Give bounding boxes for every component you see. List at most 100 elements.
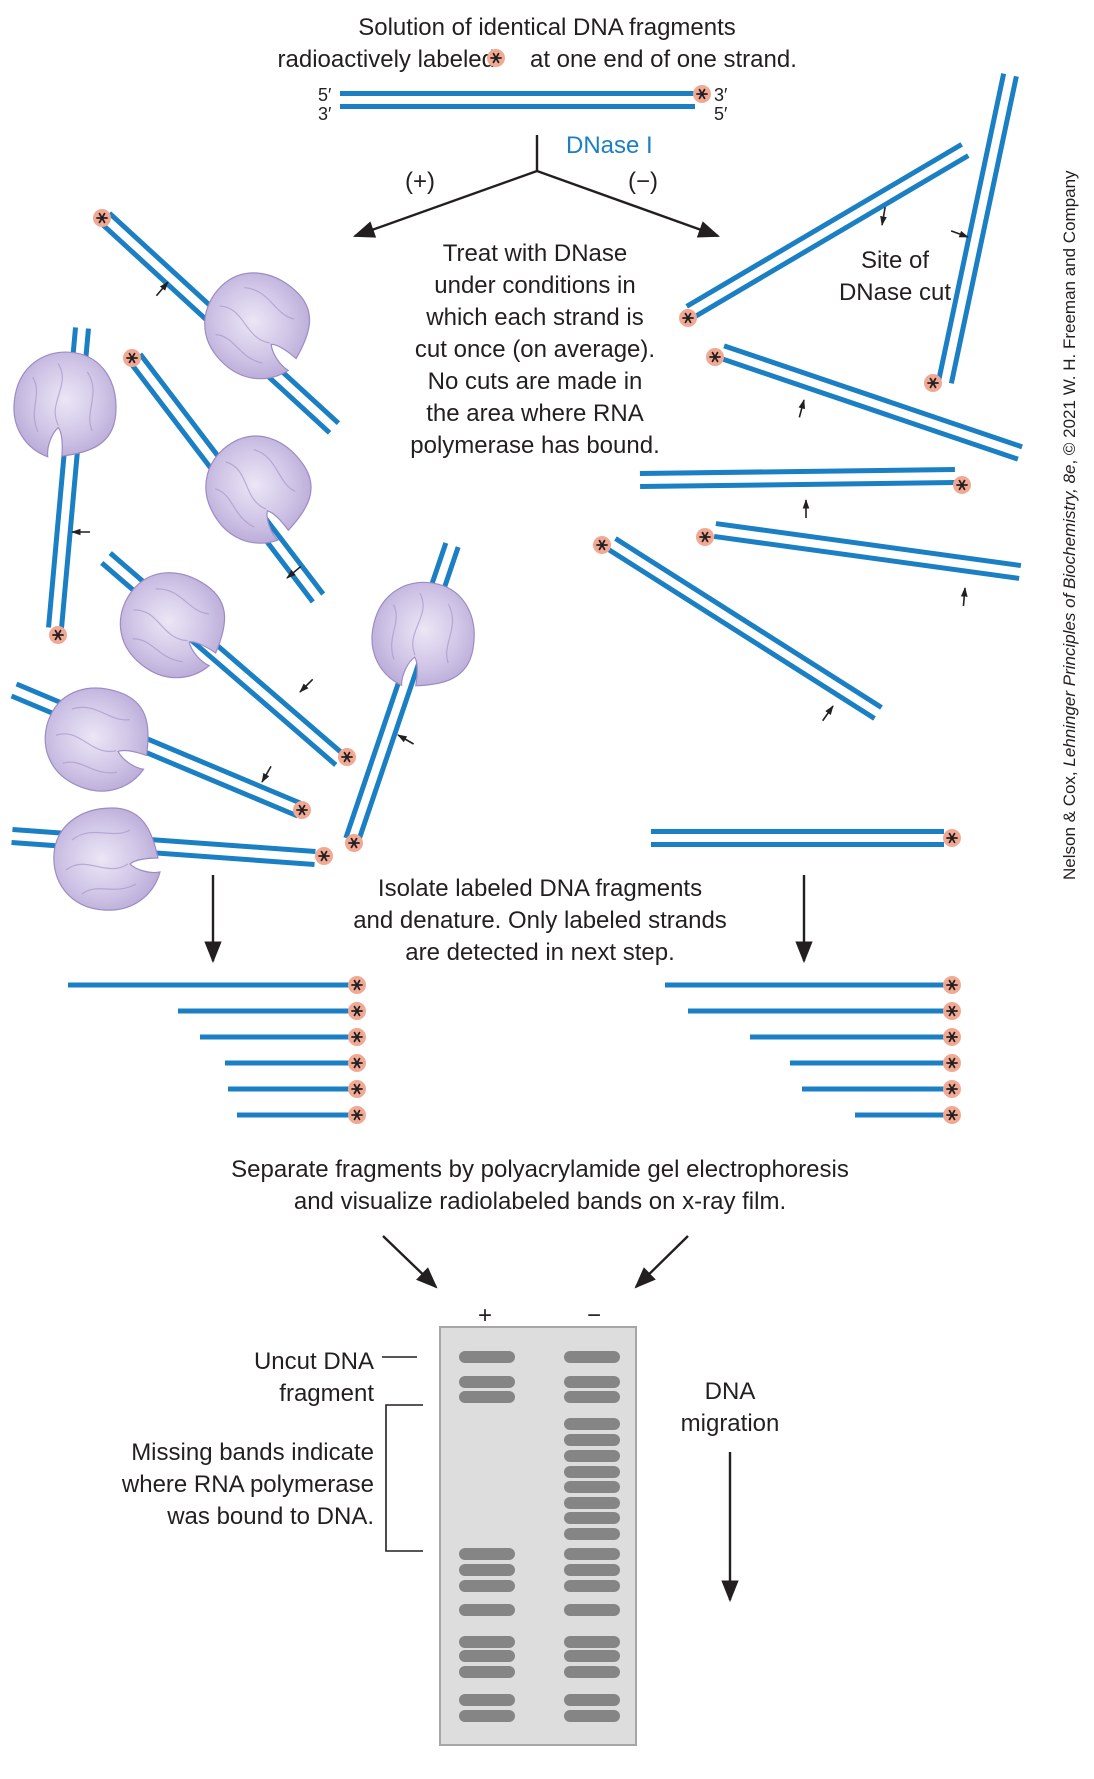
- polymerase-body: [204, 272, 311, 380]
- gel-band: [564, 1391, 620, 1403]
- star-stroke: [353, 1005, 361, 1017]
- dna-strand-top: [614, 536, 883, 710]
- star-stroke: [128, 352, 136, 364]
- gel-band: [564, 1466, 620, 1478]
- polymerase-texture: [132, 588, 209, 663]
- end-label-3-bottom: 3′: [318, 104, 332, 124]
- star-stroke: [929, 377, 937, 389]
- star-stroke: [948, 979, 956, 991]
- star-stroke: [948, 1031, 956, 1043]
- dnase-cut-arrow: [822, 705, 834, 722]
- radiolabel-star-icon: [315, 847, 333, 865]
- gel-band: [564, 1497, 620, 1509]
- polymerase-body: [119, 572, 226, 679]
- rna-polymerase-blob: [119, 572, 226, 679]
- radiolabel-star-icon: [123, 349, 141, 367]
- polymerase-body: [205, 435, 312, 544]
- dna-strand-bottom: [936, 73, 1007, 382]
- dnase-cut-arrow: [960, 587, 968, 607]
- dnase-cut-arrow: [397, 734, 414, 745]
- title-line-2-part-b: at one end of one strand.: [530, 46, 797, 73]
- gel-band: [564, 1481, 620, 1493]
- radiolabel-star-icon: [345, 834, 363, 852]
- uncut-label-line-1: Uncut DNA: [253, 1348, 374, 1375]
- star-stroke: [948, 1083, 956, 1095]
- dnase-label: DNase I: [566, 132, 653, 159]
- star-stroke: [698, 88, 706, 100]
- radiolabel-star-icon: [348, 1106, 366, 1124]
- minus-fragment-5: [713, 521, 1022, 581]
- star-stroke: [353, 1083, 361, 1095]
- radiolabel-star-icon: [693, 85, 711, 103]
- polymerase-body: [13, 351, 117, 458]
- star-stroke: [320, 850, 328, 862]
- polymerase-body: [53, 807, 161, 911]
- dna-strand-top: [715, 521, 1022, 569]
- gel-band: [564, 1450, 620, 1462]
- gel-band: [564, 1650, 620, 1662]
- migration-label-line-2: migration: [680, 1410, 780, 1437]
- gel-band: [459, 1636, 515, 1648]
- end-label-3-top: 3′: [714, 85, 728, 105]
- isolate-text-line-1: Isolate labeled DNA fragments: [377, 875, 703, 902]
- star-stroke: [598, 539, 606, 551]
- radiolabel-star-icon: [293, 801, 311, 819]
- dna-strand-top: [948, 75, 1019, 384]
- dna-strand-top: [692, 153, 970, 320]
- polymerase-texture: [65, 829, 137, 895]
- arrow-to-gel-minus: [634, 1235, 689, 1289]
- site-label-line-1: Site of: [860, 247, 930, 274]
- gel-band: [459, 1710, 515, 1722]
- rna-polymerase-blob: [205, 435, 312, 544]
- radiolabel-star-icon: [706, 348, 724, 366]
- star-stroke: [711, 351, 719, 363]
- arrow-to-plus-branch: [352, 169, 538, 238]
- radiolabel-star-icon: [348, 976, 366, 994]
- gel-band: [564, 1512, 620, 1524]
- gel-band: [564, 1604, 620, 1616]
- rna-polymerase-blob: [53, 807, 161, 911]
- polymerase-body: [44, 687, 149, 792]
- dna-strand-top: [723, 343, 1023, 450]
- polymerase-texture: [215, 448, 296, 528]
- gel-band: [459, 1391, 515, 1403]
- radiolabel-star-icon: [924, 374, 942, 392]
- treat-text-line-7: polymerase has bound.: [410, 432, 660, 459]
- star-stroke: [948, 832, 956, 844]
- gel-lane-plus-label: +: [477, 1302, 492, 1329]
- end-label-5-top: 5′: [318, 85, 332, 105]
- plus-branch-label: (+): [405, 168, 435, 195]
- end-label-5-bottom: 5′: [714, 104, 728, 124]
- treat-text-line-6: the area where RNA: [426, 400, 644, 427]
- polymerase-texture: [391, 592, 454, 664]
- radiolabel-star-icon: [943, 1106, 961, 1124]
- minus-fragment-4: [639, 467, 956, 489]
- minus-branch-label: (−): [628, 168, 658, 195]
- arrow-to-minus-branch: [536, 169, 721, 238]
- gel-band: [564, 1548, 620, 1560]
- gel-band: [459, 1666, 515, 1678]
- star-stroke: [948, 1109, 956, 1121]
- polymerase-texture: [32, 363, 94, 433]
- rna-polymerase-blob: [44, 687, 149, 792]
- radiolabel-star-icon: [943, 976, 961, 994]
- gel-band: [459, 1564, 515, 1576]
- radiolabel-star-icon: [593, 536, 611, 554]
- gel-band: [564, 1528, 620, 1540]
- dna-strand-bottom: [640, 479, 956, 489]
- gel-band: [459, 1580, 515, 1592]
- minus-fragment-6: [607, 536, 883, 721]
- dna-strand-top: [639, 467, 955, 477]
- treat-text-line-1: Treat with DNase: [442, 240, 628, 267]
- arrow-to-gel-plus: [382, 1235, 438, 1289]
- uncut-label-line-2: fragment: [279, 1380, 374, 1407]
- radiolabel-star-icon: [487, 49, 505, 67]
- gel-band: [564, 1666, 620, 1678]
- gel-band: [564, 1564, 620, 1576]
- radiolabel-star-icon: [348, 1080, 366, 1098]
- title-line-2-part-a: radioactively labeled: [277, 46, 495, 73]
- star-stroke: [958, 479, 966, 491]
- rna-polymerase-blob: [13, 351, 117, 458]
- gel-band: [459, 1694, 515, 1706]
- polymerase-body: [371, 581, 475, 687]
